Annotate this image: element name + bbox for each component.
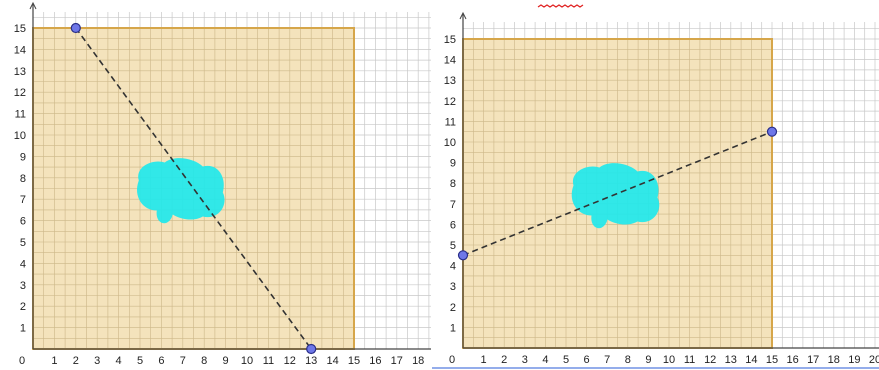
y-axis-arrow-icon: [459, 11, 467, 20]
y-tick-label: 13: [444, 75, 456, 87]
x-tick-label: 14: [326, 355, 338, 367]
y-tick-label: 11: [15, 109, 26, 121]
endpoint: [457, 250, 469, 261]
y-tick-label: 1: [450, 322, 456, 334]
y-tick-label: 12: [444, 96, 456, 108]
x-tick-label: 11: [684, 354, 695, 366]
y-tick-label: 3: [450, 281, 456, 293]
x-tick-label: 15: [766, 354, 778, 366]
spellcheck-squiggle-icon: [537, 4, 584, 8]
x-tick-label: 7: [180, 355, 186, 367]
y-tick-label: 2: [450, 302, 456, 314]
x-tick-label: 13: [725, 354, 737, 366]
y-tick-label: 7: [20, 194, 26, 206]
x-tick-label: 8: [201, 355, 207, 367]
y-tick-label: 14: [444, 55, 456, 67]
graph-right: 0 1 2 3 4 5 6 7 8 9 10 11 12 13 14 15 16 17 18 19 2012345678…: [444, 11, 879, 366]
x-tick-label: 9: [645, 354, 651, 366]
y-tick-label: 10: [14, 130, 26, 142]
x-tick-label: 16: [786, 354, 798, 366]
x-tick-label: 18: [412, 355, 424, 367]
x-tick-label: 18: [828, 354, 840, 366]
y-tick-label: 7: [450, 199, 456, 211]
x-tick-label: 2: [73, 355, 79, 367]
x-tick-label: 7: [604, 354, 610, 366]
x-tick-label: 11: [263, 355, 274, 367]
y-tick-label: 12: [14, 87, 26, 99]
y-tick-label: 10: [444, 137, 456, 149]
y-tick-label: 11: [445, 116, 456, 128]
y-tick-label: 4: [450, 261, 456, 273]
x-tick-label: 15: [348, 355, 360, 367]
y-tick-label: 5: [450, 240, 456, 252]
x-tick-label: 19: [848, 354, 860, 366]
y-tick-label: 6: [20, 216, 26, 228]
endpoint: [70, 22, 81, 34]
x-tick-label: 3: [522, 354, 528, 366]
x-tick-label: 6: [584, 354, 590, 366]
x-tick-label: 5: [563, 354, 569, 366]
x-tick-label: 5: [137, 355, 143, 367]
x-tick-label: 3: [94, 355, 100, 367]
dashed-segment: [75, 27, 312, 350]
endpoint: [766, 126, 778, 137]
x-tick-label: 1: [51, 355, 57, 367]
x-tick-label: 20: [869, 354, 879, 366]
x-tick-label: 10: [663, 354, 675, 366]
y-tick-label: 6: [450, 219, 456, 231]
y-tick-label: 14: [14, 44, 26, 56]
y-tick-label: 8: [20, 173, 26, 185]
y-tick-label: 3: [20, 280, 26, 292]
y-tick-label: 9: [450, 158, 456, 170]
y-tick-label: 5: [20, 237, 26, 249]
x-tick-label: 17: [807, 354, 819, 366]
x-tick-label: 2: [501, 354, 507, 366]
cyan-smudge: [137, 158, 225, 224]
graph-left: 0 1 2 3 4 5 6 7 8 9 10 11 12 13 14 15 16 17 18123456789101…: [14, 1, 432, 367]
y-tick-label: 1: [20, 323, 26, 335]
y-tick-label: 9: [20, 151, 26, 163]
y-tick-label: 15: [14, 23, 26, 35]
x-tick-label: 4: [542, 354, 548, 366]
x-tick-label: 16: [369, 355, 381, 367]
x-tick-label: 12: [704, 354, 716, 366]
y-axis-arrow-icon: [29, 1, 37, 10]
x-tick-label: 8: [625, 354, 631, 366]
y-tick-label: 2: [20, 301, 26, 313]
x-tick-label: 12: [284, 355, 296, 367]
x-tick-label: 0: [449, 354, 455, 366]
x-tick-label: 4: [116, 355, 122, 367]
x-tick-label: 10: [241, 355, 253, 367]
y-tick-label: 13: [14, 66, 26, 78]
x-tick-label: 17: [391, 355, 403, 367]
x-tick-label: 9: [223, 355, 229, 367]
x-tick-label: 1: [481, 354, 487, 366]
dashed-segment: [462, 130, 773, 257]
y-tick-label: 15: [444, 34, 456, 46]
x-tick-label: 14: [745, 354, 757, 366]
endpoint: [306, 343, 317, 355]
y-tick-label: 8: [450, 178, 456, 190]
x-tick-label: 6: [158, 355, 164, 367]
y-tick-label: 4: [20, 258, 26, 270]
cyan-smudge: [571, 163, 660, 229]
x-tick-label: 0: [19, 355, 25, 367]
x-tick-label: 13: [305, 355, 317, 367]
